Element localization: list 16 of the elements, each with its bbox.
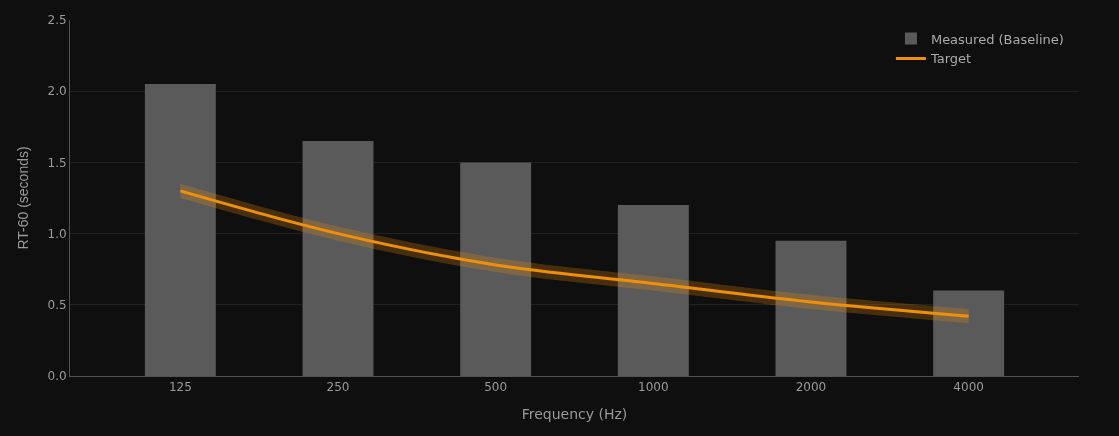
- x-tick-label: 2000: [795, 380, 827, 395]
- legend-label: Target: [929, 51, 972, 67]
- y-tick-label: 0.0: [47, 369, 67, 384]
- x-tick-label: 500: [484, 380, 508, 395]
- y-tick-label: 2.0: [47, 84, 67, 99]
- x-axis-title: Frequency (Hz): [521, 405, 628, 422]
- legend-label: Measured (Baseline): [930, 31, 1064, 47]
- x-tick-label: 125: [168, 380, 192, 395]
- y-tick-label: 1.5: [47, 155, 67, 170]
- y-axis-title: RT-60 (seconds): [15, 146, 32, 250]
- x-tick-label: 1000: [638, 380, 669, 395]
- y-tick-label: 1.0: [47, 226, 67, 241]
- x-tick-label: 250: [326, 380, 350, 395]
- x-tick-label: 4000: [953, 380, 984, 395]
- y-tick-label: 0.5: [47, 298, 67, 312]
- y-tick-label: 2.5: [47, 13, 67, 28]
